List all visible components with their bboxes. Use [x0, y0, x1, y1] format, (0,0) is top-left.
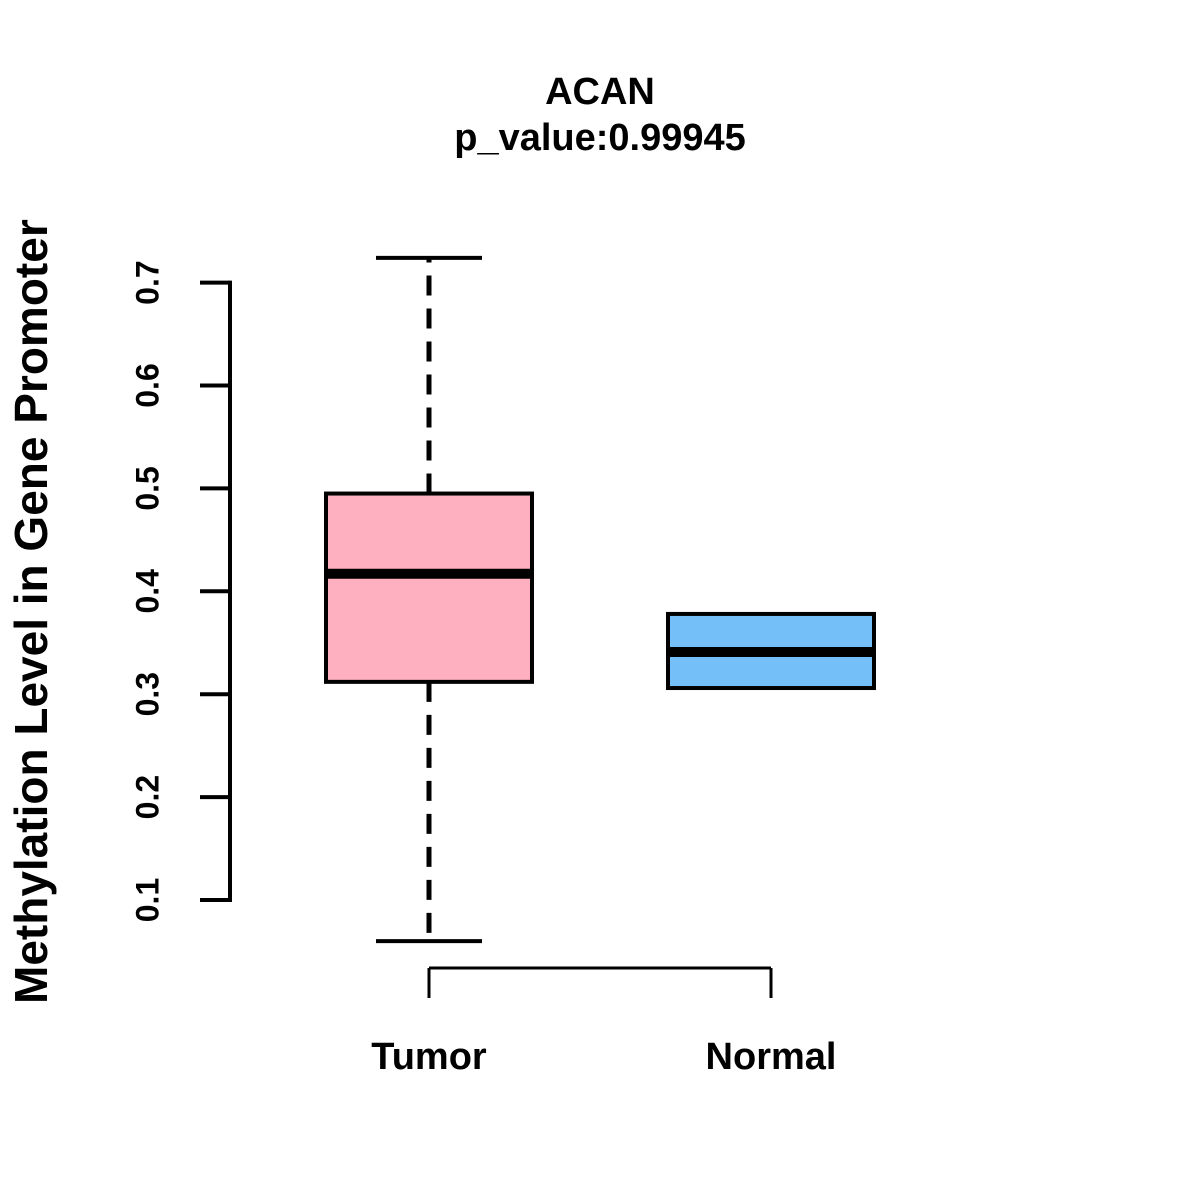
- x-label-tumor: Tumor: [371, 1036, 487, 1078]
- y-tick-label: 0.5: [129, 466, 165, 510]
- x-label-normal: Normal: [705, 1036, 837, 1078]
- y-tick-label: 0.6: [129, 363, 165, 407]
- y-tick-label: 0.7: [129, 260, 165, 304]
- chart-title: ACAN: [545, 71, 655, 113]
- y-tick-label: 0.3: [129, 672, 165, 716]
- y-tick-label: 0.4: [129, 569, 165, 614]
- box-tumor: [324, 491, 534, 684]
- y-tick-label: 0.1: [129, 878, 165, 922]
- chart-subtitle: p_value:0.99945: [454, 117, 746, 159]
- y-tick-label: 0.2: [129, 775, 165, 819]
